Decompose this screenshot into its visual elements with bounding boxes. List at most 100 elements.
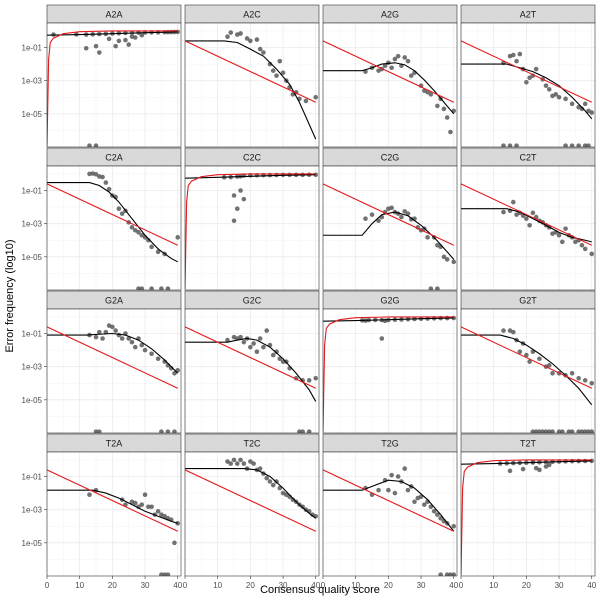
y-axis-title: Error frequency (log10)	[4, 239, 16, 352]
x-tick-label: 20	[384, 581, 393, 590]
panel-plot-area	[323, 183, 457, 290]
data-point	[563, 143, 568, 147]
data-point	[517, 51, 523, 57]
y-tick-label: 1e-03	[22, 363, 43, 372]
data-point	[228, 461, 234, 466]
x-tick-label: 10	[213, 581, 222, 590]
fitted-error-line	[461, 334, 593, 406]
data-point	[386, 487, 391, 493]
panel-plot-area	[47, 323, 181, 433]
panel-border	[322, 22, 458, 148]
panel-plot-area	[323, 40, 457, 135]
data-point	[589, 380, 595, 386]
data-point	[402, 466, 408, 471]
data-point	[363, 216, 368, 221]
data-point	[524, 216, 529, 221]
data-point	[155, 356, 161, 362]
data-point	[251, 461, 256, 466]
data-point	[267, 479, 273, 484]
facet-strip-label: T2A	[106, 439, 123, 449]
x-tick-label: 20	[108, 581, 117, 590]
data-point	[162, 513, 167, 519]
data-point	[270, 352, 276, 358]
data-point	[546, 87, 552, 92]
x-tick-label: 30	[417, 581, 426, 590]
data-point	[527, 359, 532, 364]
data-point	[119, 211, 125, 216]
data-point	[96, 329, 102, 335]
nominal-error-line	[47, 30, 178, 146]
data-point	[444, 257, 450, 262]
panel-background	[47, 23, 181, 147]
data-point	[264, 328, 270, 333]
data-point	[313, 94, 319, 100]
data-point	[132, 35, 138, 40]
data-point	[93, 143, 99, 147]
data-point	[395, 53, 401, 59]
data-point	[165, 429, 171, 433]
nominal-error-line	[323, 183, 454, 246]
data-point	[116, 332, 122, 338]
facet-strip-label: T2T	[520, 439, 537, 449]
fitted-error-line	[323, 479, 455, 532]
data-point	[550, 429, 555, 433]
data-point	[395, 474, 401, 479]
data-point	[139, 32, 145, 38]
data-point	[113, 328, 118, 333]
data-point	[172, 540, 177, 546]
panel-border	[460, 451, 596, 577]
facet-panel-c2g: C2G	[322, 147, 458, 291]
nominal-error-line	[47, 469, 178, 532]
y-tick-label: 1e-05	[22, 539, 43, 548]
panel-border	[460, 165, 596, 291]
panel-plot-area	[461, 183, 595, 257]
data-point	[402, 209, 408, 214]
data-point	[560, 239, 565, 245]
data-point	[389, 205, 394, 211]
data-point	[412, 499, 417, 505]
data-point	[116, 206, 122, 211]
data-point	[389, 65, 394, 71]
data-point	[569, 370, 575, 376]
x-tick-label: 20	[246, 581, 255, 590]
data-point	[582, 246, 588, 252]
data-point	[510, 329, 516, 335]
facet-strip-label: C2T	[519, 153, 537, 163]
fitted-error-line	[461, 460, 592, 465]
x-tick-label: 20	[522, 581, 531, 590]
data-point	[284, 492, 289, 497]
data-point	[93, 171, 99, 177]
x-tick-label: 0	[459, 581, 464, 590]
data-point	[451, 523, 457, 529]
data-point	[553, 92, 559, 97]
data-point	[501, 209, 506, 215]
nominal-error-line	[185, 40, 316, 103]
facet-panel-g2c: G2C	[184, 290, 320, 434]
x-tick-label: 40	[449, 581, 458, 590]
panel-border	[184, 308, 320, 434]
panel-plot-area	[185, 326, 319, 433]
data-point	[241, 339, 247, 345]
nominal-error-line	[185, 326, 316, 389]
data-point	[241, 196, 247, 202]
data-point	[238, 334, 243, 340]
facet-strip-label: C2C	[243, 153, 262, 163]
data-point	[132, 500, 138, 506]
panel-background	[323, 23, 457, 147]
data-point	[507, 468, 513, 474]
x-tick-label: 0	[45, 581, 50, 590]
data-point	[579, 106, 585, 112]
y-tick-label: 1e-03	[22, 77, 43, 86]
data-point	[274, 73, 279, 78]
fitted-error-line	[323, 317, 454, 322]
panel-plot-area	[47, 171, 181, 290]
data-point	[303, 98, 309, 104]
nominal-error-line	[185, 173, 316, 289]
data-point	[261, 50, 266, 55]
data-point	[517, 349, 523, 354]
y-tick-label: 1e-01	[22, 43, 43, 52]
data-point	[589, 110, 595, 115]
data-point	[113, 43, 118, 49]
data-point	[87, 143, 92, 147]
